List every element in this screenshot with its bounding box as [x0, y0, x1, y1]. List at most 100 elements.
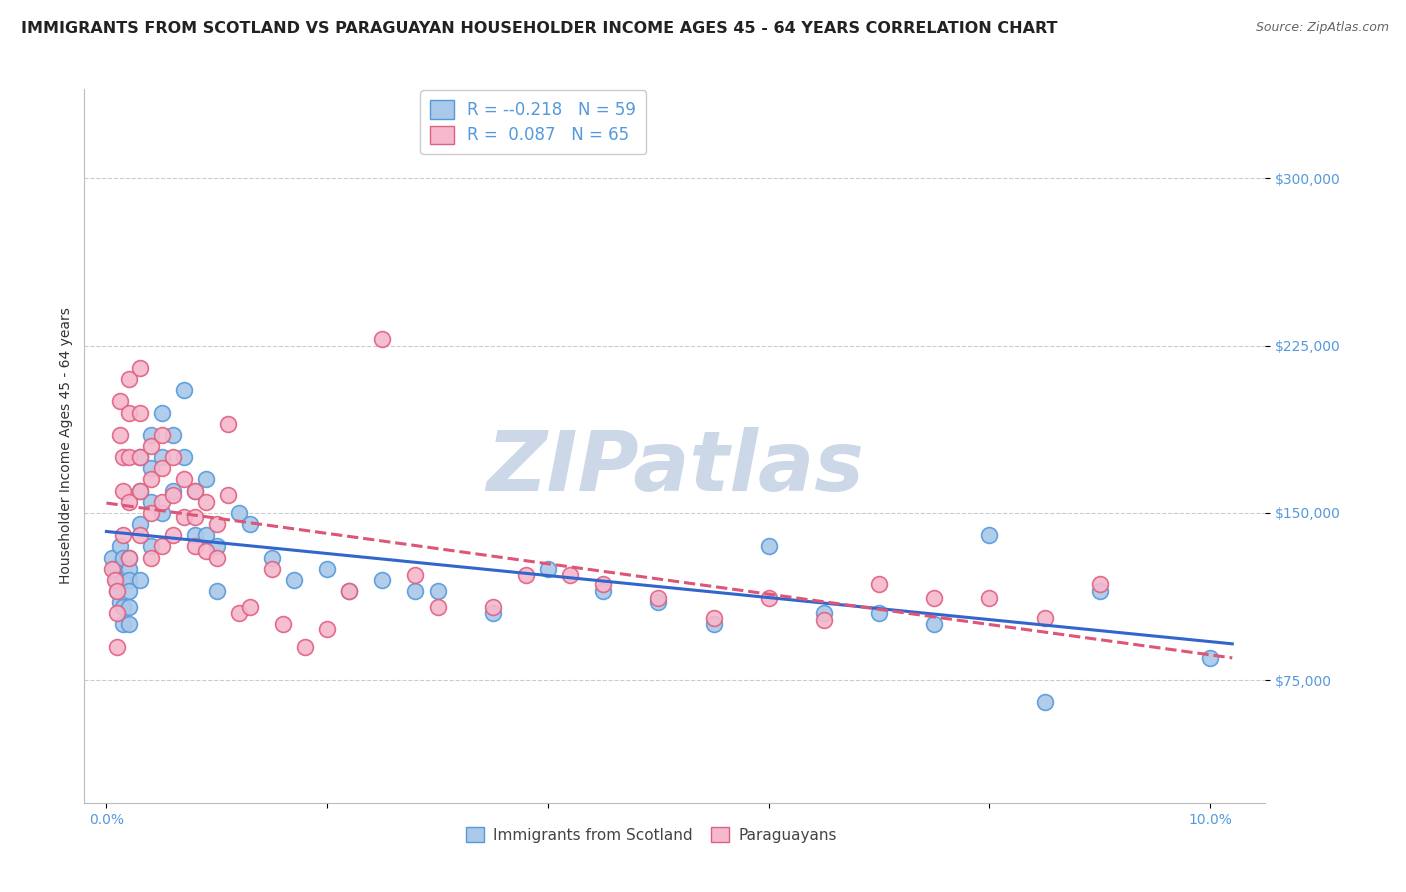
Point — [117, 372, 139, 386]
Point — [205, 516, 228, 531]
Point — [111, 483, 134, 498]
Point — [515, 568, 537, 582]
Point — [702, 617, 724, 632]
Point — [104, 562, 127, 576]
Point — [108, 394, 131, 409]
Point — [107, 583, 129, 598]
Point — [758, 539, 780, 553]
Point — [139, 472, 162, 486]
Point — [405, 583, 427, 598]
Point — [205, 583, 228, 598]
Point — [111, 550, 134, 565]
Point — [1199, 651, 1222, 665]
Point — [128, 573, 150, 587]
Point — [150, 405, 173, 419]
Point — [108, 427, 131, 442]
Point — [107, 607, 129, 621]
Point — [150, 450, 173, 464]
Point — [592, 577, 614, 591]
Point — [260, 550, 283, 565]
Point — [184, 539, 207, 553]
Point — [111, 573, 134, 587]
Point — [217, 488, 239, 502]
Point — [647, 595, 669, 609]
Point — [162, 450, 184, 464]
Point — [426, 599, 449, 614]
Point — [150, 461, 173, 475]
Point — [647, 591, 669, 605]
Point — [184, 483, 207, 498]
Point — [162, 427, 184, 442]
Point — [294, 640, 316, 654]
Point — [117, 599, 139, 614]
Point — [107, 640, 129, 654]
Point — [111, 599, 134, 614]
Point — [537, 562, 560, 576]
Point — [150, 427, 173, 442]
Point — [758, 591, 780, 605]
Point — [139, 461, 162, 475]
Point — [979, 591, 1001, 605]
Text: ZIPatlas: ZIPatlas — [486, 427, 863, 508]
Point — [702, 610, 724, 624]
Point — [217, 417, 239, 431]
Point — [194, 543, 217, 558]
Point — [194, 528, 217, 542]
Point — [107, 573, 129, 587]
Point — [184, 483, 207, 498]
Point — [205, 550, 228, 565]
Point — [128, 450, 150, 464]
Point — [922, 591, 945, 605]
Point — [868, 607, 890, 621]
Point — [1088, 583, 1111, 598]
Point — [107, 583, 129, 598]
Point — [162, 488, 184, 502]
Point — [128, 528, 150, 542]
Point — [117, 562, 139, 576]
Point — [1033, 610, 1056, 624]
Point — [592, 583, 614, 598]
Point — [150, 494, 173, 508]
Point — [405, 568, 427, 582]
Point — [117, 494, 139, 508]
Text: Source: ZipAtlas.com: Source: ZipAtlas.com — [1256, 21, 1389, 34]
Point — [228, 607, 250, 621]
Y-axis label: Householder Income Ages 45 - 64 years: Householder Income Ages 45 - 64 years — [59, 308, 73, 584]
Point — [371, 573, 394, 587]
Point — [117, 405, 139, 419]
Point — [481, 599, 503, 614]
Point — [108, 595, 131, 609]
Point — [337, 583, 360, 598]
Point — [111, 450, 134, 464]
Point — [260, 562, 283, 576]
Point — [205, 539, 228, 553]
Point — [371, 332, 394, 346]
Point — [337, 583, 360, 598]
Point — [139, 494, 162, 508]
Point — [162, 528, 184, 542]
Point — [271, 617, 294, 632]
Point — [868, 577, 890, 591]
Point — [128, 405, 150, 419]
Point — [117, 583, 139, 598]
Point — [194, 472, 217, 486]
Point — [239, 599, 262, 614]
Point — [150, 539, 173, 553]
Point — [184, 510, 207, 524]
Point — [139, 427, 162, 442]
Point — [128, 450, 150, 464]
Point — [173, 383, 195, 397]
Point — [128, 483, 150, 498]
Point — [283, 573, 305, 587]
Point — [104, 573, 127, 587]
Point — [128, 483, 150, 498]
Point — [101, 550, 124, 565]
Point — [128, 360, 150, 375]
Point — [1033, 696, 1056, 710]
Point — [228, 506, 250, 520]
Point — [117, 617, 139, 632]
Point — [117, 550, 139, 565]
Point — [162, 483, 184, 498]
Point — [139, 506, 162, 520]
Point — [108, 539, 131, 553]
